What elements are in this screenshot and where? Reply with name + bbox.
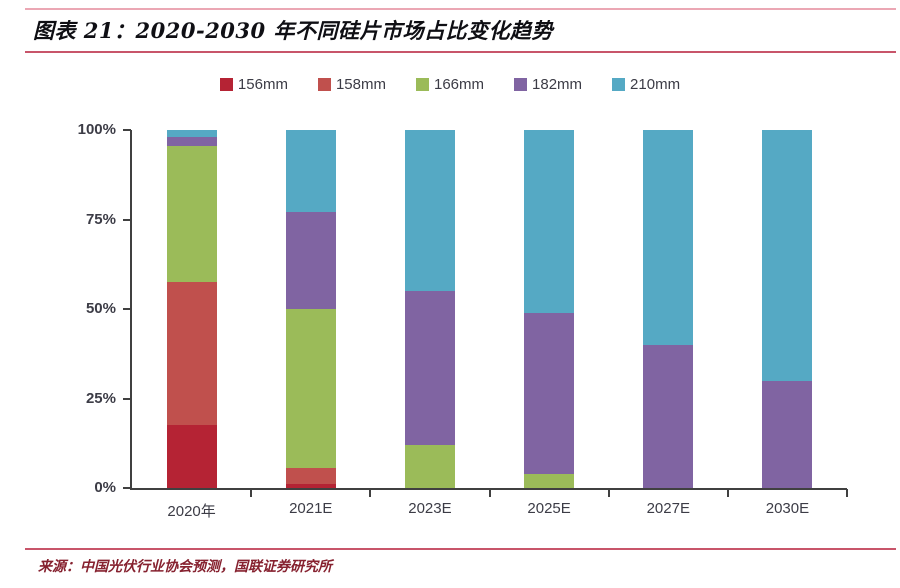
bar-segment-210mm xyxy=(285,130,336,213)
x-axis-tick xyxy=(369,489,372,497)
bar-column-2020年: 2020年 xyxy=(132,130,251,520)
bar-segment-210mm xyxy=(643,130,694,345)
top-divider xyxy=(25,8,896,10)
stacked-bar-plot-area: 2020年 2021E 2023E 2025E 2027E 2030E xyxy=(123,129,848,520)
legend-swatch-icon xyxy=(219,78,233,91)
y-tick-label: 100% xyxy=(77,121,116,138)
bar-column-2027E: 2027E xyxy=(609,130,728,517)
bar-segment-210mm xyxy=(404,130,455,292)
x-axis-label: 2030E xyxy=(765,500,810,517)
stacked-bar xyxy=(643,130,694,488)
bar-segment-182mm xyxy=(166,137,217,147)
x-axis-tick xyxy=(488,489,491,497)
legend-label: 182mm xyxy=(532,76,583,93)
y-axis-labels: 100% 75% 50% 25% 0% xyxy=(0,121,116,496)
x-axis-label: 2027E xyxy=(646,500,690,517)
bar-segment-166mm xyxy=(166,146,217,283)
x-axis-tick xyxy=(607,489,610,497)
legend-swatch-icon xyxy=(415,78,429,91)
legend-swatch-icon xyxy=(317,78,331,91)
legend-label: 156mm xyxy=(237,76,288,93)
title-divider xyxy=(25,51,896,53)
bar-column-2021E: 2021E xyxy=(251,130,370,517)
figure-title: 图表 21：2020-2030 年不同硅片市场占比变化趋势 xyxy=(33,18,553,43)
legend-item-158mm: 158mm xyxy=(317,76,386,93)
stacked-bar xyxy=(166,130,217,488)
x-axis-label: 2023E xyxy=(408,500,452,517)
bar-segment-156mm xyxy=(285,484,336,488)
y-tick-label: 25% xyxy=(85,389,116,407)
legend-item-210mm: 210mm xyxy=(612,76,680,93)
stacked-bar xyxy=(524,130,575,488)
stacked-bar xyxy=(762,130,813,488)
bar-segment-166mm xyxy=(524,473,575,488)
y-axis-tick xyxy=(123,129,131,131)
bar-column-2023E: 2023E xyxy=(370,130,489,517)
bar-segment-210mm xyxy=(524,130,575,313)
bar-segment-166mm xyxy=(404,445,455,488)
y-tick-label: 75% xyxy=(85,210,116,228)
bar-segment-210mm xyxy=(762,130,813,381)
bottom-divider xyxy=(25,548,896,550)
legend-item-156mm: 156mm xyxy=(219,76,288,93)
y-axis-tick xyxy=(123,487,131,489)
x-axis-tick xyxy=(726,489,729,497)
y-tick-label: 50% xyxy=(85,300,116,317)
legend-label: 158mm xyxy=(335,76,386,93)
x-axis-label: 2020年 xyxy=(167,503,216,520)
bar-segment-158mm xyxy=(285,468,336,485)
bar-segment-182mm xyxy=(524,312,575,474)
source-note: 来源：中国光伏行业协会预测，国联证券研究所 xyxy=(38,559,332,575)
legend-label: 166mm xyxy=(433,76,485,93)
legend-item-166mm: 166mm xyxy=(415,76,485,93)
y-axis-tick xyxy=(123,218,131,221)
bar-column-2025E: 2025E xyxy=(490,130,609,517)
stacked-bar xyxy=(404,130,455,488)
bar-segment-182mm xyxy=(404,291,455,446)
legend-swatch-icon xyxy=(612,78,626,91)
bar-segment-158mm xyxy=(166,282,217,426)
x-axis-label: 2021E xyxy=(289,500,333,517)
bar-segment-156mm xyxy=(166,425,217,488)
chart-legend: 156mm 158mm 166mm 182mm 210mm xyxy=(0,76,900,93)
bar-segment-210mm xyxy=(166,130,217,138)
y-axis-tick xyxy=(123,308,131,310)
legend-item-182mm: 182mm xyxy=(514,76,582,93)
bar-segment-166mm xyxy=(285,309,336,469)
x-axis-tick xyxy=(250,489,253,497)
bar-segment-182mm xyxy=(643,344,694,488)
bar-segment-182mm xyxy=(285,212,336,310)
bar-column-2030E: 2030E xyxy=(728,130,847,517)
y-axis-tick xyxy=(123,397,131,400)
legend-swatch-icon xyxy=(514,78,528,91)
x-axis-label: 2025E xyxy=(527,500,571,517)
stacked-bar xyxy=(285,130,336,488)
bar-segment-182mm xyxy=(762,380,813,488)
y-tick-label: 0% xyxy=(94,479,116,496)
legend-label: 210mm xyxy=(630,76,681,93)
x-axis-tick xyxy=(846,489,848,497)
